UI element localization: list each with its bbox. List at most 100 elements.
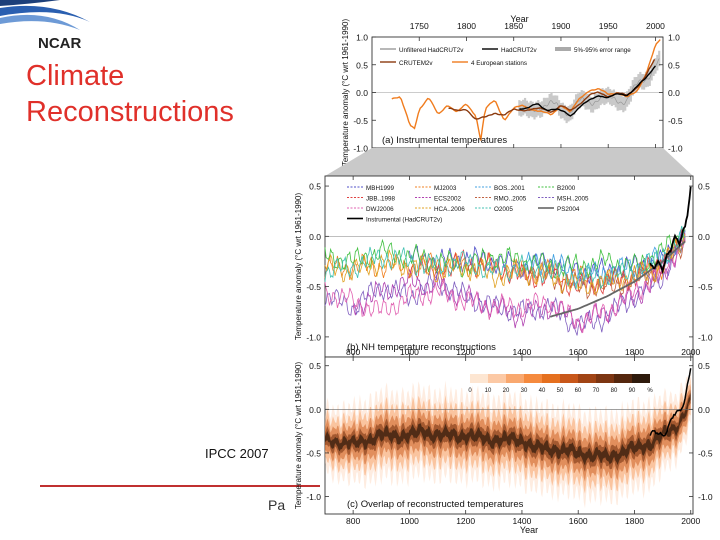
legend-label: PS2004 xyxy=(557,206,580,213)
reconstruction-line xyxy=(549,240,686,318)
x-axis-label: Year xyxy=(520,525,538,535)
org-logo-text: NCAR xyxy=(38,35,82,52)
x-tick-label: 2000 xyxy=(681,347,700,357)
legend-label: MBH1999 xyxy=(366,185,394,192)
source-credit: IPCC 2007 xyxy=(205,446,269,461)
colorbar-tick-label: 50 xyxy=(557,388,564,394)
panel-a-title: (a) Instrumental temperatures xyxy=(382,135,507,146)
x-tick-label: 1400 xyxy=(512,516,531,526)
legend-label: HadCRUT2v xyxy=(501,47,538,54)
legend-label: HCA..2006 xyxy=(434,206,465,213)
colorbar-cell xyxy=(470,374,488,383)
colorbar-cell xyxy=(596,374,614,383)
legend-label: MJ2003 xyxy=(434,185,457,192)
y-tick-label: -1.0 xyxy=(698,332,713,342)
reconstruction-line xyxy=(324,235,686,334)
footer-fragment: Pa xyxy=(268,497,286,513)
colorbar-tick-label: 60 xyxy=(575,388,582,394)
x-tick-label: 1000 xyxy=(400,347,419,357)
y-tick-label: 0.0 xyxy=(309,405,321,415)
zoom-connector xyxy=(325,148,693,176)
legend-label: O2005 xyxy=(494,206,513,213)
colorbar-tick-label: 30 xyxy=(521,388,528,394)
legend-label: RMO..2005 xyxy=(494,196,527,203)
legend-label: B2000 xyxy=(557,185,576,192)
x-tick-label: 1800 xyxy=(625,516,644,526)
legend-label: JBB..1998 xyxy=(366,196,396,203)
legend-label: BOS..2001 xyxy=(494,185,525,192)
y-tick-label: 0.0 xyxy=(309,232,321,242)
reconstruction-line xyxy=(324,229,686,279)
x-tick-label: 1900 xyxy=(552,21,571,31)
ncar-swoosh-logo xyxy=(0,0,90,30)
colorbar-tick-label: 40 xyxy=(539,388,546,394)
legend-label: DWJ2006 xyxy=(366,206,394,213)
x-tick-label: 1600 xyxy=(569,516,588,526)
y-tick-label: 0.5 xyxy=(698,182,710,192)
colorbar-cell xyxy=(578,374,596,383)
y-tick-label: 1.0 xyxy=(668,33,680,43)
panel-b-title: (b) NH temperature reconstructions xyxy=(347,342,496,353)
colorbar-tick-label: 20 xyxy=(503,388,510,394)
colorbar-cell xyxy=(524,374,542,383)
reconstruction-line xyxy=(649,186,692,275)
colorbar-cell xyxy=(488,374,506,383)
colorbar-cell xyxy=(560,374,578,383)
y-tick-label: 1.0 xyxy=(356,33,368,43)
slide-title-line-2: Reconstructions xyxy=(26,96,234,128)
y-tick-label: -1.0 xyxy=(668,144,683,154)
x-tick-label: 1200 xyxy=(456,347,475,357)
colorbar-tick-label: 80 xyxy=(611,388,618,394)
x-tick-label: 1950 xyxy=(599,21,618,31)
x-tick-label: 2000 xyxy=(681,516,700,526)
y-axis-label: Temperature anomaly (°C wrt 1961-1990) xyxy=(294,362,303,510)
legend-label: 5%-95% error range xyxy=(574,47,631,54)
y-tick-label: -0.5 xyxy=(668,116,683,126)
colorbar-cell xyxy=(614,374,632,383)
legend-label: ECS2002 xyxy=(434,196,461,203)
y-tick-label: -0.5 xyxy=(353,116,368,126)
slide-title-line-1: Climate xyxy=(26,60,125,92)
y-tick-label: 0.5 xyxy=(698,361,710,371)
y-tick-label: -0.5 xyxy=(698,448,713,458)
y-tick-label: -1.0 xyxy=(698,492,713,502)
x-tick-label: 1400 xyxy=(512,347,531,357)
y-tick-label: 0.5 xyxy=(309,182,321,192)
colorbar-cell xyxy=(506,374,524,383)
reconstruction-line xyxy=(324,225,686,290)
colorbar-cell xyxy=(542,374,560,383)
colorbar-tick-label: 0 xyxy=(468,388,472,394)
instrumental-line xyxy=(649,368,692,437)
x-tick-label: 1200 xyxy=(456,516,475,526)
colorbar-tick-label: 70 xyxy=(593,388,600,394)
colorbar-cell xyxy=(632,374,650,383)
y-tick-label: 0.5 xyxy=(356,60,368,70)
slide-title: Climate Reconstructions xyxy=(26,58,234,130)
x-tick-label: 1800 xyxy=(457,21,476,31)
x-tick-label: 1750 xyxy=(410,21,429,31)
colorbar-tick-label: % xyxy=(647,388,653,394)
x-tick-label: 2000 xyxy=(646,21,665,31)
panel-c-title-bg xyxy=(345,497,533,510)
y-tick-label: -0.5 xyxy=(306,448,321,458)
x-tick-label: 800 xyxy=(346,516,360,526)
y-tick-label: -0.5 xyxy=(698,282,713,292)
y-tick-label: 0.0 xyxy=(698,232,710,242)
legend-label: CRUTEM2v xyxy=(399,60,433,67)
y-axis-label: Temperature anomaly (°C wrt 1961-1990) xyxy=(341,19,350,167)
x-tick-label: 800 xyxy=(346,347,360,357)
colorbar-tick-label: 10 xyxy=(485,388,492,394)
legend-label: Unfiltered HadCRUT2v xyxy=(399,47,464,54)
x-tick-label: 1800 xyxy=(625,347,644,357)
legend-label: Instrumental (HadCRUT2v) xyxy=(366,217,442,224)
y-tick-label: 0.5 xyxy=(309,361,321,371)
colorbar-tick-label: 90 xyxy=(629,388,636,394)
y-tick-label: 0.0 xyxy=(356,88,368,98)
y-tick-label: 0.0 xyxy=(668,88,680,98)
x-tick-label: 1600 xyxy=(569,347,588,357)
y-tick-label: -0.5 xyxy=(306,282,321,292)
y-axis-label: Temperature anomaly (°C wrt 1961-1990) xyxy=(294,193,303,341)
y-tick-label: 0.5 xyxy=(668,60,680,70)
x-axis-label: Year xyxy=(510,14,528,24)
